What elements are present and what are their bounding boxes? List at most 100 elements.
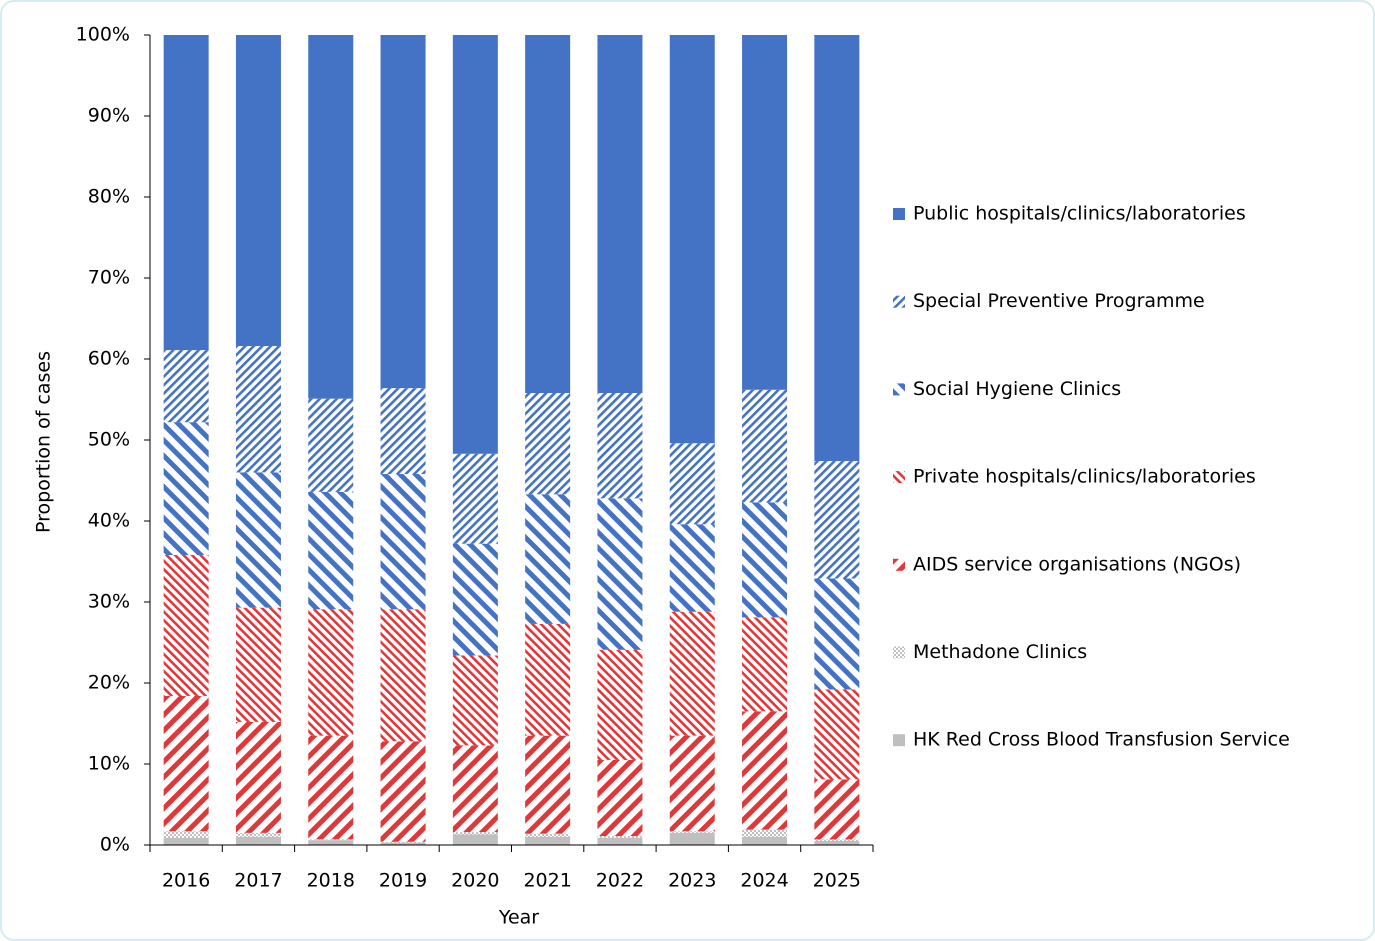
bar-segment — [163, 422, 209, 556]
legend-label: HK Red Cross Blood Transfusion Service — [913, 729, 1290, 751]
bar-segment — [308, 491, 354, 610]
legend-label: Methadone Clinics — [913, 641, 1087, 663]
bar-segment — [235, 346, 281, 473]
bar-segment — [669, 524, 715, 612]
y-tick-label: 100% — [76, 24, 130, 46]
y-tick-label: 0% — [100, 834, 130, 856]
x-tick-label: 2021 — [523, 870, 571, 892]
legend-label: Social Hygiene Clinics — [913, 378, 1121, 400]
bar-segment — [525, 735, 571, 834]
bar-segment — [235, 607, 281, 722]
bar-segment — [814, 578, 860, 690]
bar-segment — [308, 398, 354, 492]
bar-segment — [597, 837, 643, 845]
bar-segment — [452, 655, 498, 746]
bar-segment — [380, 741, 426, 842]
legend-label: Private hospitals/clinics/laboratories — [913, 466, 1256, 488]
bar-segment — [525, 836, 571, 845]
bar-segment — [452, 832, 498, 835]
legend-swatch — [893, 734, 905, 747]
legend-label: Special Preventive Programme — [913, 290, 1205, 312]
bar-segment — [308, 735, 354, 840]
bar-segment — [669, 831, 715, 833]
bar-segment — [742, 711, 788, 830]
bar-segment — [308, 840, 354, 845]
bar-segment — [742, 617, 788, 712]
bar-segment — [308, 839, 354, 841]
x-axis-title: Year — [498, 907, 539, 929]
bar-segment — [742, 502, 788, 618]
bar-segment — [163, 695, 209, 832]
x-tick-label: 2019 — [379, 870, 427, 892]
bar-segment — [308, 35, 354, 399]
bar-segment — [235, 35, 281, 347]
bar-segment — [525, 494, 571, 624]
legend-swatch — [893, 383, 905, 396]
bar-segment — [163, 35, 209, 351]
y-tick-label: 80% — [88, 186, 130, 208]
bar-segment — [380, 474, 426, 610]
y-tick-label: 30% — [88, 591, 130, 613]
bar-segment — [525, 35, 571, 394]
bar-segment — [452, 745, 498, 833]
bar-segment — [235, 832, 281, 837]
bar-segment — [669, 832, 715, 845]
bar-segment — [452, 453, 498, 544]
bar-segment — [163, 831, 209, 838]
bar-segment — [669, 735, 715, 832]
x-tick-label: 2023 — [668, 870, 716, 892]
bar-segment — [742, 389, 788, 503]
y-tick-label: 10% — [88, 753, 130, 775]
bar-segment — [742, 829, 788, 837]
x-tick-label: 2016 — [162, 870, 210, 892]
bar-segment — [308, 609, 354, 736]
bar-segment — [742, 35, 788, 390]
bar-segment — [235, 472, 281, 608]
bar-segment — [597, 649, 643, 760]
x-tick-label: 2024 — [740, 870, 788, 892]
bar-segment — [380, 609, 426, 742]
bar-segment — [380, 842, 426, 845]
legend-swatch — [893, 558, 905, 571]
bar-segment — [235, 721, 281, 833]
bar-segment — [597, 498, 643, 650]
x-tick-label: 2022 — [596, 870, 644, 892]
bar-segment — [380, 388, 426, 475]
bar-segment — [235, 836, 281, 845]
bar-segment — [669, 611, 715, 736]
bar-segment — [452, 834, 498, 845]
legend-swatch — [893, 208, 905, 220]
y-tick-label: 60% — [88, 348, 130, 370]
bar-segment — [814, 839, 860, 841]
x-tick-label: 2020 — [451, 870, 499, 892]
y-tick-label: 20% — [88, 672, 130, 694]
bar-segment — [452, 543, 498, 656]
x-tick-label: 2018 — [307, 870, 355, 892]
bar-segment — [814, 35, 860, 462]
bar-segment — [163, 555, 209, 696]
y-tick-label: 90% — [88, 105, 130, 127]
bar-segment — [380, 35, 426, 389]
bar-segment — [525, 393, 571, 495]
y-tick-label: 50% — [88, 429, 130, 451]
bar-segment — [814, 779, 860, 840]
bar-segment — [163, 350, 209, 423]
bar-segment — [597, 759, 643, 837]
y-axis-title: Proportion of cases — [33, 351, 55, 533]
bar-segment — [163, 837, 209, 845]
y-tick-label: 70% — [88, 267, 130, 289]
bar-segment — [452, 35, 498, 454]
y-tick-label: 40% — [88, 510, 130, 532]
legend-swatch — [893, 646, 905, 659]
bar-segment — [380, 841, 426, 843]
bar-segment — [525, 623, 571, 736]
legend-swatch — [893, 295, 905, 308]
bar-segment — [597, 836, 643, 838]
bar-segment — [597, 35, 643, 394]
bar-segment — [742, 836, 788, 845]
bar-segment — [597, 393, 643, 499]
legend-label: Public hospitals/clinics/laboratories — [913, 203, 1246, 225]
x-tick-label: 2017 — [234, 870, 282, 892]
